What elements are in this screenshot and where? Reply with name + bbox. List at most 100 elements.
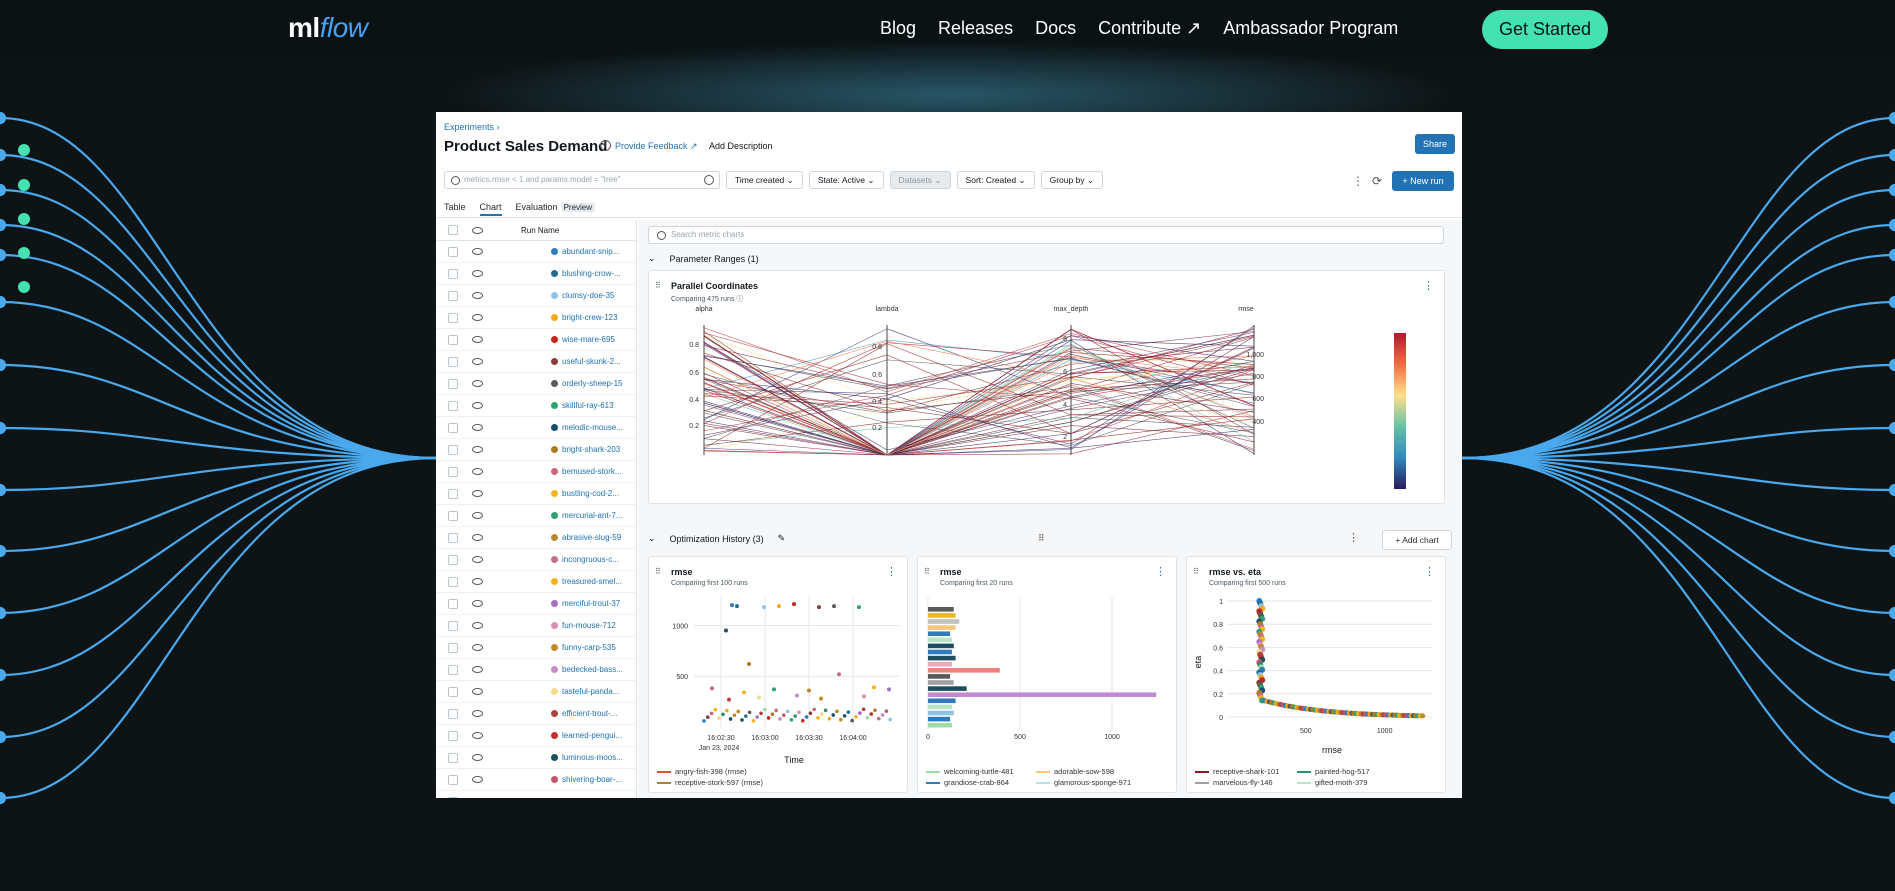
run-checkbox[interactable] xyxy=(448,510,458,521)
chevron-down-icon[interactable]: ⌄ xyxy=(648,253,656,263)
run-checkbox[interactable] xyxy=(448,532,458,543)
drag-handle-icon[interactable]: ⠿ xyxy=(655,567,661,576)
run-row[interactable]: mercurial-ant-7... xyxy=(436,505,636,527)
run-checkbox[interactable] xyxy=(448,774,458,785)
state-dropdown[interactable]: State: Active ⌄ xyxy=(808,171,884,189)
chevron-down-icon[interactable]: ⌄ xyxy=(648,533,656,543)
run-row[interactable]: beautiful-boar-... xyxy=(436,791,636,798)
legend-item[interactable]: grandiose-crab-864 xyxy=(926,778,1009,787)
run-checkbox[interactable] xyxy=(448,268,458,279)
run-checkbox[interactable] xyxy=(448,400,458,411)
run-checkbox[interactable] xyxy=(448,686,458,697)
more-options-icon[interactable]: ⋮ xyxy=(1351,174,1364,188)
search-metric-charts-input[interactable]: Search metric charts xyxy=(648,226,1444,244)
eye-icon[interactable] xyxy=(472,468,483,475)
nav-contribute[interactable]: Contribute ↗ xyxy=(1098,18,1202,38)
nav-ambassador[interactable]: Ambassador Program xyxy=(1223,18,1399,38)
eye-icon[interactable] xyxy=(472,622,483,629)
run-row[interactable]: wise-mare-695 xyxy=(436,329,636,351)
run-name-link[interactable]: merciful-trout-37 xyxy=(562,599,621,608)
drag-handle-icon[interactable]: ⠿ xyxy=(1193,567,1199,576)
run-row[interactable]: bemused-stork... xyxy=(436,461,636,483)
eye-icon[interactable] xyxy=(472,336,483,343)
eye-icon[interactable] xyxy=(472,402,483,409)
run-row[interactable]: fun-mouse-712 xyxy=(436,615,636,637)
run-checkbox[interactable] xyxy=(448,422,458,433)
run-row[interactable]: funny-carp-535 xyxy=(436,637,636,659)
run-name-link[interactable]: mercurial-ant-7... xyxy=(562,511,623,520)
info-icon[interactable] xyxy=(704,175,714,185)
run-checkbox[interactable] xyxy=(448,290,458,301)
eye-icon[interactable] xyxy=(472,534,483,541)
nav-blog[interactable]: Blog xyxy=(880,18,917,38)
tab-evaluation[interactable]: Evaluation Preview xyxy=(516,202,596,216)
run-name-link[interactable]: abundant-snip... xyxy=(562,247,620,256)
rmse-bar-chart[interactable]: 0 500 1000 xyxy=(918,557,1176,792)
run-name-link[interactable]: abrasive-slug-59 xyxy=(562,533,622,542)
eye-icon[interactable] xyxy=(472,754,483,761)
legend-item[interactable]: painted-hog-517 xyxy=(1297,767,1370,776)
drag-grid-icon[interactable]: ⠿ xyxy=(1038,533,1045,543)
run-row[interactable]: abundant-snip... xyxy=(436,241,636,263)
run-name-link[interactable]: luminous-moos... xyxy=(562,753,623,762)
share-button[interactable]: Share xyxy=(1415,134,1455,154)
get-started-button[interactable]: Get Started xyxy=(1482,10,1608,49)
mlflow-logo[interactable]: mlflow xyxy=(288,12,368,43)
eye-icon[interactable] xyxy=(472,446,483,453)
run-name-link[interactable]: useful-skunk-2... xyxy=(562,357,621,366)
run-checkbox[interactable] xyxy=(448,730,458,741)
run-name-link[interactable]: bemused-stork... xyxy=(562,467,622,476)
add-chart-button[interactable]: + Add chart xyxy=(1382,530,1452,550)
run-name-link[interactable]: clumsy-doe-35 xyxy=(562,291,615,300)
eye-icon[interactable] xyxy=(472,490,483,497)
run-row[interactable]: bright-shark-203 xyxy=(436,439,636,461)
run-name-link[interactable]: fun-mouse-712 xyxy=(562,621,616,630)
run-checkbox[interactable] xyxy=(448,488,458,499)
datasets-dropdown[interactable]: Datasets ⌄ xyxy=(889,171,951,189)
card-menu-icon[interactable]: ⋮ xyxy=(886,566,897,578)
legend-item[interactable]: receptive-stork-597 (rmse) xyxy=(657,778,763,787)
run-checkbox[interactable] xyxy=(448,378,458,389)
run-row[interactable]: bedecked-bass... xyxy=(436,659,636,681)
run-checkbox[interactable] xyxy=(448,576,458,587)
run-checkbox[interactable] xyxy=(448,752,458,763)
eye-icon[interactable] xyxy=(472,512,483,519)
run-row[interactable]: incongruous-c... xyxy=(436,549,636,571)
rmse-time-scatter[interactable]: 1000 500 16:02:30 16:03:00 16:03:30 16:04:00 J… xyxy=(649,557,907,792)
eye-icon[interactable] xyxy=(472,644,483,651)
run-checkbox[interactable] xyxy=(448,356,458,367)
run-row[interactable]: useful-skunk-2... xyxy=(436,351,636,373)
run-name-link[interactable]: treasured-smel... xyxy=(562,577,623,586)
nav-docs[interactable]: Docs xyxy=(1035,18,1077,38)
run-row[interactable]: bright-crew-123 xyxy=(436,307,636,329)
run-checkbox[interactable] xyxy=(448,642,458,653)
section-menu-icon[interactable]: ⋮ xyxy=(1348,532,1359,544)
rmse-vs-eta-scatter[interactable]: 1 0.8 0.6 0.4 0.2 0 500 1000 rmse eta xyxy=(1187,557,1445,792)
eye-icon[interactable] xyxy=(472,666,483,673)
tab-chart[interactable]: Chart xyxy=(479,202,502,216)
eye-icon[interactable] xyxy=(472,358,483,365)
nav-releases[interactable]: Releases xyxy=(938,18,1014,38)
run-row[interactable]: efficient-trout-... xyxy=(436,703,636,725)
legend-item[interactable]: glamorous-sponge-971 xyxy=(1036,778,1131,787)
run-row[interactable]: luminous-moos... xyxy=(436,747,636,769)
sort-dropdown[interactable]: Sort: Created ⌄ xyxy=(956,171,1035,189)
breadcrumb[interactable]: Experiments › xyxy=(444,122,500,132)
time-created-dropdown[interactable]: Time created ⌄ xyxy=(726,171,803,189)
eye-icon[interactable] xyxy=(472,688,483,695)
legend-item[interactable]: marvelous-fly-146 xyxy=(1195,778,1273,787)
eye-icon[interactable] xyxy=(472,732,483,739)
legend-item[interactable]: receptive-shark-101 xyxy=(1195,767,1279,776)
run-checkbox[interactable] xyxy=(448,620,458,631)
parameter-ranges-header[interactable]: ⌄ Parameter Ranges (1) xyxy=(648,253,759,264)
run-name-link[interactable]: efficient-trout-... xyxy=(562,709,618,718)
eye-icon[interactable] xyxy=(472,380,483,387)
add-description-button[interactable]: Add Description xyxy=(709,141,773,151)
group-by-dropdown[interactable]: Group by ⌄ xyxy=(1040,171,1104,189)
run-name-link[interactable]: skillful-ray-613 xyxy=(562,401,614,410)
card-menu-icon[interactable]: ⋮ xyxy=(1423,280,1434,292)
legend-item[interactable]: adorable-sow-598 xyxy=(1036,767,1114,776)
eye-icon[interactable] xyxy=(472,776,483,783)
eye-icon[interactable] xyxy=(472,578,483,585)
run-checkbox[interactable] xyxy=(448,664,458,675)
